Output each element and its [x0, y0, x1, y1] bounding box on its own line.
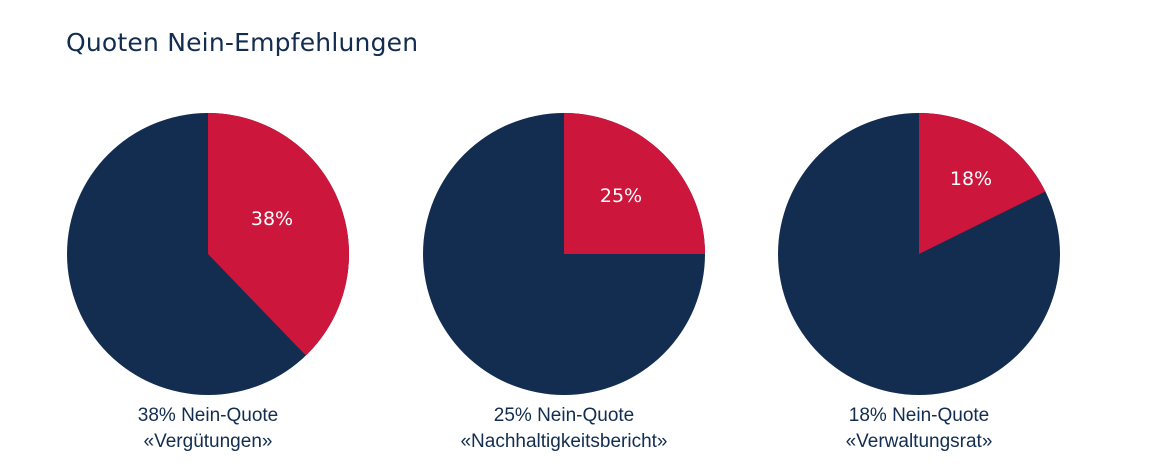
- caption-category: «Nachhaltigkeitsbericht»: [460, 431, 668, 452]
- pie-chart-verwaltungsrat: 18%: [778, 113, 1060, 395]
- caption-category: «Vergütungen»: [143, 431, 273, 452]
- pie-graphic: [423, 113, 705, 395]
- pie-slice-nein: [919, 113, 1046, 254]
- pie-slice-nein: [208, 113, 349, 356]
- caption-verwaltungsrat: 18% Nein-Quote «Verwaltungsrat»: [739, 403, 1099, 455]
- pie-graphic: [67, 113, 349, 395]
- caption-verguetungen: 38% Nein-Quote «Vergütungen»: [28, 403, 388, 455]
- chart-title: Quoten Nein-Empfehlungen: [66, 28, 419, 57]
- caption-category: «Verwaltungsrat»: [845, 431, 993, 452]
- pie-chart-verguetungen: 38%: [67, 113, 349, 395]
- slice-value-label: 38%: [250, 208, 294, 230]
- pie-slice-nein: [564, 113, 705, 254]
- caption-quote: 38% Nein-Quote: [137, 405, 279, 426]
- slice-value-label: 18%: [949, 168, 993, 190]
- caption-quote: 25% Nein-Quote: [493, 405, 635, 426]
- slice-value-label: 25%: [599, 185, 643, 207]
- caption-nachhaltigkeitsbericht: 25% Nein-Quote «Nachhaltigkeitsbericht»: [384, 403, 744, 455]
- caption-quote: 18% Nein-Quote: [848, 405, 990, 426]
- pie-chart-nachhaltigkeitsbericht: 25%: [423, 113, 705, 395]
- pie-graphic: [778, 113, 1060, 395]
